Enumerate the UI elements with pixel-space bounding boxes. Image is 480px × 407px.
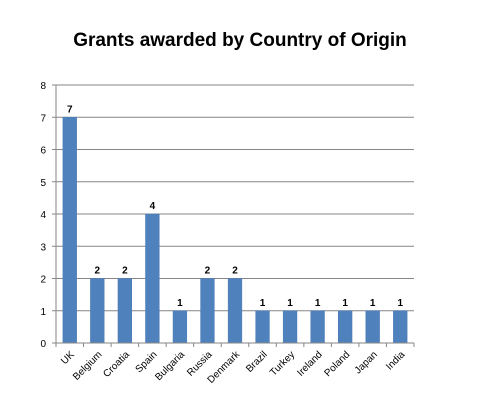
data-labels: 7 2 2 4 1 2 2 1 1 1 1 1 1 — [67, 104, 403, 309]
data-label: 1 — [287, 298, 293, 309]
data-label: 1 — [397, 298, 403, 309]
axes — [52, 84, 415, 347]
data-label: 1 — [370, 298, 376, 309]
data-label: 1 — [315, 298, 321, 309]
x-tick-label: India — [384, 349, 407, 372]
x-tick-label: Croatia — [101, 349, 132, 380]
data-label: 2 — [232, 266, 238, 277]
gridlines — [56, 84, 414, 312]
bar-croatia — [117, 278, 132, 344]
bar-series — [62, 117, 408, 344]
y-tick-label: 7 — [40, 113, 46, 124]
data-label: 1 — [177, 298, 183, 309]
bar-bulgaria — [172, 310, 188, 344]
y-tick-label: 6 — [40, 146, 46, 157]
x-tick-label: Turkey — [268, 349, 297, 378]
bar-russia — [200, 278, 215, 344]
data-label: 2 — [205, 266, 211, 277]
bar-brazil — [255, 310, 270, 344]
y-tick-label: 5 — [40, 178, 46, 189]
bar-ireland — [310, 310, 325, 344]
x-tick-label: Ireland — [295, 349, 324, 378]
bar-denmark — [227, 278, 243, 344]
y-axis-tick-labels: 0 1 2 3 4 5 6 7 8 — [40, 81, 46, 350]
bar-belgium — [90, 278, 105, 344]
y-tick-label: 4 — [40, 210, 46, 221]
x-tick-label: Poland — [322, 349, 352, 379]
data-label: 7 — [67, 104, 73, 115]
data-label: 2 — [122, 266, 128, 277]
y-tick-label: 1 — [40, 307, 46, 318]
y-tick-label: 0 — [40, 339, 46, 350]
bar-japan — [365, 310, 380, 344]
x-tick-label: Brazil — [244, 349, 269, 374]
data-label: 1 — [260, 298, 266, 309]
bar-india — [393, 310, 408, 344]
bar-poland — [338, 310, 353, 344]
x-tick-label: UK — [59, 349, 77, 367]
x-tick-label: Belgium — [71, 349, 104, 382]
x-tick-label: Spain — [134, 349, 160, 375]
bar-turkey — [282, 310, 298, 344]
x-tick-label: Bulgaria — [153, 349, 187, 383]
x-tick-label: Japan — [353, 349, 380, 376]
data-label: 2 — [95, 266, 101, 277]
y-tick-label: 3 — [40, 242, 46, 253]
data-label: 1 — [342, 298, 348, 309]
y-tick-label: 8 — [40, 81, 46, 92]
bar-spain — [145, 213, 160, 344]
bar-uk — [62, 117, 77, 344]
data-label: 4 — [150, 201, 156, 212]
y-tick-label: 2 — [40, 275, 46, 286]
chart-title: Grants awarded by Country of Origin — [73, 30, 407, 51]
